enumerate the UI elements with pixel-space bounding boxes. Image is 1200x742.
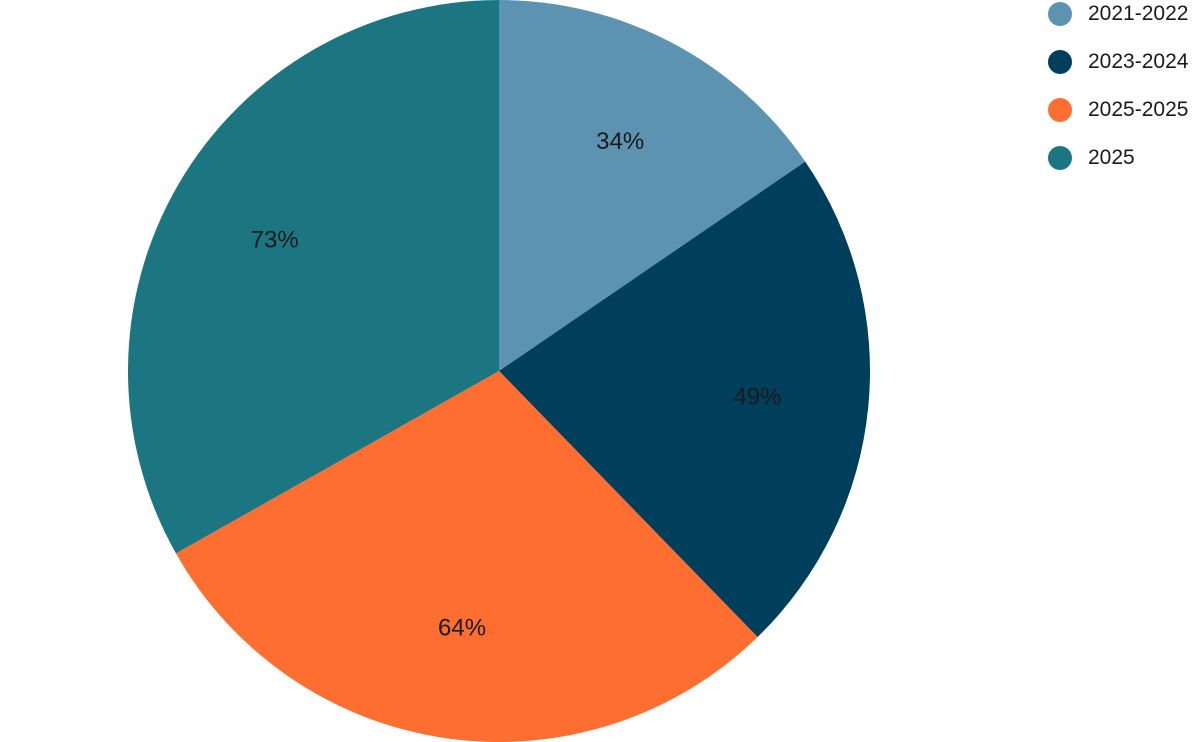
slice-value-label: 49% <box>733 383 781 410</box>
legend-swatch <box>1048 146 1072 170</box>
legend-swatch <box>1048 98 1072 122</box>
pie-slice-2023-2024[interactable] <box>499 161 870 638</box>
legend-swatch <box>1048 2 1072 26</box>
pie-slice-2025[interactable] <box>127 0 499 554</box>
legend-label: 2021-2022 <box>1088 2 1189 25</box>
slice-value-label: 73% <box>251 227 299 254</box>
pie-slices <box>127 0 870 742</box>
legend-swatch <box>1048 50 1072 74</box>
legend-item-2025-2025[interactable]: 2025-2025 <box>1048 98 1200 122</box>
legend-label: 2025 <box>1088 146 1135 169</box>
legend-item-2025[interactable]: 2025 <box>1048 146 1200 170</box>
legend-label: 2025-2025 <box>1088 98 1189 121</box>
pie-slice-2025-2025[interactable] <box>175 371 758 742</box>
pie-slice-2021-2022[interactable] <box>499 0 806 371</box>
legend-item-2021-2022[interactable]: 2021-2022 <box>1048 2 1200 26</box>
pie-labels: 34% 49% 64% 73% <box>251 128 782 642</box>
slice-value-label: 34% <box>596 128 644 155</box>
legend: 2021-2022 2023-2024 2025-2025 2025 <box>1048 0 1200 194</box>
legend-label: 2023-2024 <box>1088 50 1189 73</box>
slice-value-label: 64% <box>438 615 486 642</box>
legend-item-2023-2024[interactable]: 2023-2024 <box>1048 50 1200 74</box>
